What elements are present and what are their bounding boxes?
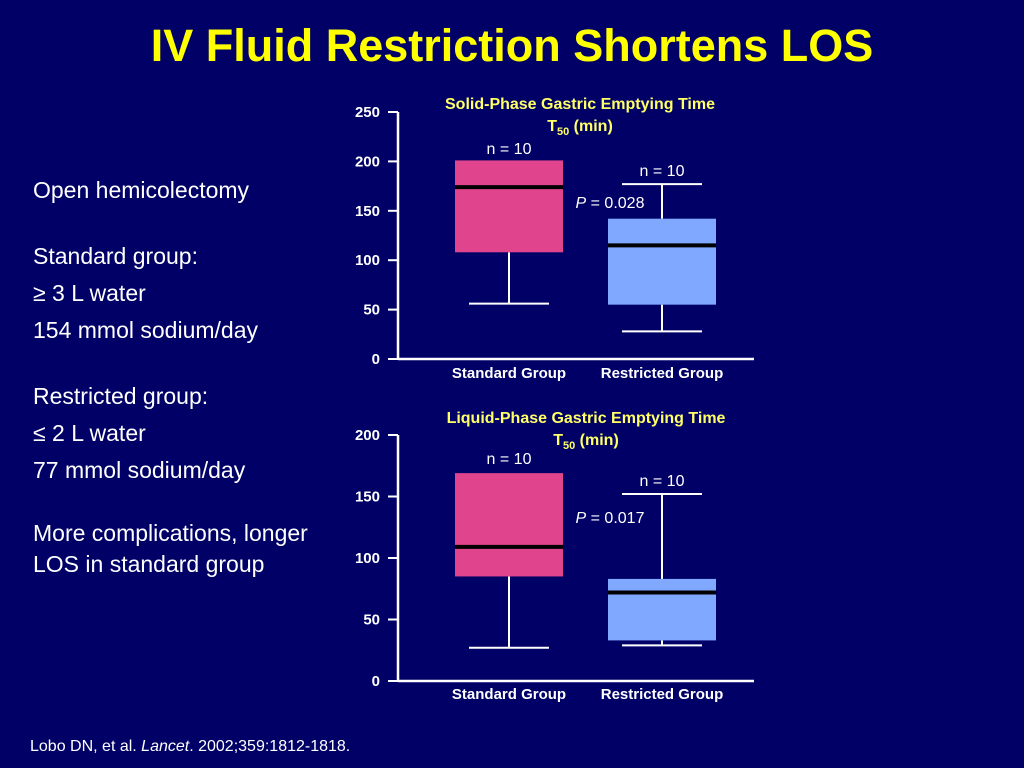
citation-details: . 2002;359:1812-1818. <box>189 738 351 755</box>
n-label: n = 10 <box>487 141 532 158</box>
chart1-subtitle: T50 (min) <box>547 118 613 138</box>
chart1-y-tick-label: 200 <box>355 153 380 170</box>
iqr-box <box>608 218 716 305</box>
chart2-y-tick-label: 150 <box>355 489 380 506</box>
chart2-p-symbol: P <box>576 510 587 527</box>
chart1-subtitle-sub: 50 <box>557 126 569 138</box>
chart1-subtitle-main: T <box>547 118 557 135</box>
chart1-y-tick-label: 0 <box>372 351 380 368</box>
chart2-y-tick-label: 50 <box>363 612 380 629</box>
chart2-category-label: Standard Group <box>452 686 566 703</box>
chart2-box-standard: n = 10 <box>455 451 563 649</box>
chart1-subtitle-suffix: (min) <box>569 118 613 135</box>
chart1-p-number: = 0.028 <box>586 195 644 212</box>
chart1-y-tick-label: 150 <box>355 203 380 220</box>
chart2-box-restricted: n = 10 <box>608 473 716 647</box>
bullet-procedure: Open hemicolectomy <box>33 177 250 203</box>
bullet-standard-heading: Standard group: <box>33 243 198 269</box>
chart2-subtitle: T50 (min) <box>553 432 619 452</box>
bullet-standard-water: ≥ 3 L water <box>33 280 146 306</box>
chart2-y-tick-label: 200 <box>355 427 380 444</box>
citation-authors: Lobo DN, et al. <box>30 738 142 755</box>
bullet-standard-sodium: 154 mmol sodium/day <box>33 317 258 343</box>
chart1-box-standard: n = 10 <box>455 141 563 305</box>
chart1-box-restricted: n = 10 <box>608 163 716 333</box>
chart1-y-tick-label: 250 <box>355 104 380 121</box>
chart2-subtitle-suffix: (min) <box>575 432 619 449</box>
n-label: n = 10 <box>640 163 685 180</box>
iqr-box <box>608 578 716 641</box>
citation: Lobo DN, et al. Lancet. 2002;359:1812-18… <box>30 738 350 756</box>
chart2-subtitle-main: T <box>553 432 563 449</box>
n-label: n = 10 <box>640 473 685 490</box>
chart1-y-tick-label: 50 <box>363 302 380 319</box>
iqr-box <box>455 160 563 253</box>
bullet-conclusion: More complications, longer LOS in standa… <box>33 520 308 577</box>
n-label: n = 10 <box>487 451 532 468</box>
chart2-p-number: = 0.017 <box>586 510 644 527</box>
bullet-restricted-sodium: 77 mmol sodium/day <box>33 457 246 483</box>
chart2-category-label: Restricted Group <box>601 686 724 703</box>
chart1-p-symbol: P <box>576 195 587 212</box>
chart1-category-label: Standard Group <box>452 365 566 382</box>
chart1-y-tick-label: 100 <box>355 252 380 269</box>
chart1-p-value: P = 0.028 <box>576 195 645 212</box>
chart1-category-label: Restricted Group <box>601 365 724 382</box>
chart2-subtitle-sub: 50 <box>563 440 575 452</box>
chart2-p-value: P = 0.017 <box>576 510 645 527</box>
bullet-list: Open hemicolectomy Standard group: ≥ 3 L… <box>33 172 343 580</box>
bullet-restricted-water: ≤ 2 L water <box>33 420 146 446</box>
iqr-box <box>455 473 563 577</box>
bullet-restricted-heading: Restricted group: <box>33 383 209 409</box>
chart2-y-tick-label: 100 <box>355 550 380 567</box>
citation-journal: Lancet <box>141 738 190 755</box>
chart2-y-tick-label: 0 <box>372 673 380 690</box>
chart2-title: Liquid-Phase Gastric Emptying Time <box>447 410 726 427</box>
chart1-title: Solid-Phase Gastric Emptying Time <box>445 96 715 113</box>
slide-title: IV Fluid Restriction Shortens LOS <box>150 20 874 71</box>
